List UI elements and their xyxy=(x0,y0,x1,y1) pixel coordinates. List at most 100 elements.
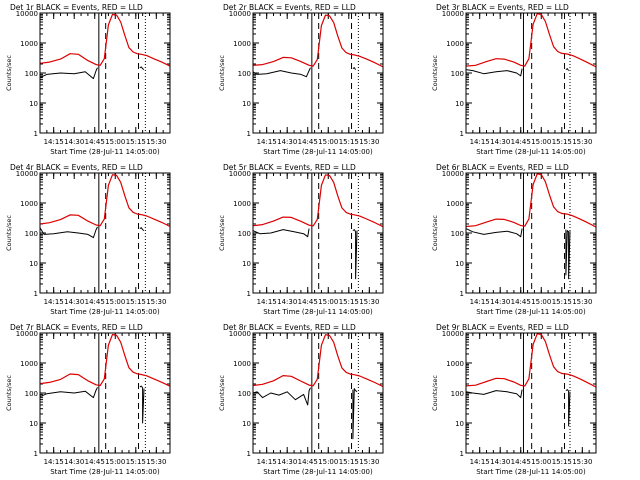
x-tick-label: 14:15 xyxy=(257,458,277,466)
x-tick-label: 14:30 xyxy=(277,298,297,306)
x-tick-label: 15:30 xyxy=(359,298,379,306)
y-axis-label: Counts/sec xyxy=(5,215,13,251)
y-axis-label: Counts/sec xyxy=(218,55,226,91)
x-tick-label: 15:15 xyxy=(126,458,146,466)
y-axis-label: Counts/sec xyxy=(431,375,439,411)
x-tick-label: 15:00 xyxy=(531,138,551,146)
y-tick-label: 10000 xyxy=(229,10,251,18)
x-tick-label: 14:30 xyxy=(64,138,84,146)
x-tick-label: 15:15 xyxy=(126,298,146,306)
y-tick-label: 10000 xyxy=(229,170,251,178)
y-tick-label: 100 xyxy=(25,230,38,238)
x-tick-label: 15:15 xyxy=(552,138,572,146)
panel-title: Det 1r BLACK = Events, RED = LLD xyxy=(10,3,143,12)
lld-series-line xyxy=(252,334,384,388)
x-tick-label: 14:30 xyxy=(490,298,510,306)
events-series-line xyxy=(139,385,145,424)
panel-title: Det 4r BLACK = Events, RED = LLD xyxy=(10,163,143,172)
events-series-line xyxy=(139,227,145,232)
panel-title: Det 6r BLACK = Events, RED = LLD xyxy=(436,163,569,172)
y-tick-label: 1000 xyxy=(446,40,464,48)
panel-title: Det 7r BLACK = Events, RED = LLD xyxy=(10,323,143,332)
x-tick-label: 14:45 xyxy=(511,298,531,306)
y-tick-label: 100 xyxy=(25,70,38,78)
x-tick-label: 14:45 xyxy=(298,458,318,466)
panel-det-9r: 1 10 100 1000 10000 14:15 14:30 14:45 15:00 15:15… xyxy=(431,323,597,476)
y-tick-label: 10000 xyxy=(229,330,251,338)
x-axis-label: Start Time (28-Jul-11 14:05:00) xyxy=(476,308,586,316)
events-series-line xyxy=(352,229,358,280)
x-tick-label: 14:45 xyxy=(511,458,531,466)
y-tick-label: 100 xyxy=(238,70,251,78)
x-tick-label: 15:15 xyxy=(339,298,359,306)
events-series-line xyxy=(139,66,145,71)
panel-det-6r: 1 10 100 1000 10000 14:15 14:30 14:45 15:00 15:15… xyxy=(431,163,597,316)
y-tick-label: 1000 xyxy=(233,360,251,368)
y-axis-label: Counts/sec xyxy=(5,55,13,91)
y-tick-label: 10 xyxy=(29,100,38,108)
y-tick-label: 1 xyxy=(460,450,464,458)
y-axis-label: Counts/sec xyxy=(5,375,13,411)
x-tick-label: 15:00 xyxy=(105,138,125,146)
x-axis-label: Start Time (28-Jul-11 14:05:00) xyxy=(50,148,160,156)
y-tick-label: 10000 xyxy=(442,330,464,338)
y-tick-label: 10000 xyxy=(442,170,464,178)
x-tick-label: 14:45 xyxy=(85,138,105,146)
x-axis-label: Start Time (28-Jul-11 14:05:00) xyxy=(263,468,373,476)
y-tick-label: 10 xyxy=(455,260,464,268)
panel-det-5r: 1 10 100 1000 10000 14:15 14:30 14:45 15:00 15:15… xyxy=(218,163,384,316)
y-tick-label: 10000 xyxy=(16,170,38,178)
lld-series-line xyxy=(465,173,597,228)
y-axis-label: Counts/sec xyxy=(431,55,439,91)
x-tick-label: 14:30 xyxy=(64,458,84,466)
panel-det-8r: 1 10 100 1000 10000 14:15 14:30 14:45 15:00 15:15… xyxy=(218,323,384,476)
lld-series-line xyxy=(39,333,171,387)
y-tick-label: 1 xyxy=(247,290,251,298)
plot-frame xyxy=(465,12,597,134)
events-series-line xyxy=(252,67,311,78)
plot-frame xyxy=(39,332,171,454)
plot-frame xyxy=(465,172,597,294)
panel-det-2r: 1 10 100 1000 10000 14:15 14:30 14:45 15:00 15:15… xyxy=(218,3,384,156)
events-series-line xyxy=(39,387,98,399)
y-tick-label: 1000 xyxy=(233,40,251,48)
y-tick-label: 100 xyxy=(238,230,251,238)
y-tick-label: 1000 xyxy=(20,360,38,368)
lld-series-line xyxy=(465,13,597,68)
x-tick-label: 15:00 xyxy=(105,298,125,306)
lld-series-line xyxy=(465,333,597,388)
y-tick-label: 10 xyxy=(242,100,251,108)
events-series-line xyxy=(39,67,98,80)
y-tick-label: 100 xyxy=(25,390,38,398)
x-tick-label: 14:15 xyxy=(257,298,277,306)
events-series-line xyxy=(565,389,571,427)
x-tick-label: 15:15 xyxy=(339,138,359,146)
x-tick-label: 15:15 xyxy=(339,458,359,466)
x-tick-label: 15:00 xyxy=(318,298,338,306)
x-tick-label: 15:30 xyxy=(572,138,592,146)
panel-title: Det 9r BLACK = Events, RED = LLD xyxy=(436,323,569,332)
y-axis-label: Counts/sec xyxy=(218,375,226,411)
x-tick-label: 14:15 xyxy=(44,458,64,466)
y-tick-label: 10 xyxy=(455,100,464,108)
events-series-line xyxy=(465,228,523,238)
x-tick-label: 15:15 xyxy=(126,138,146,146)
panel-title: Det 3r BLACK = Events, RED = LLD xyxy=(436,3,569,12)
y-tick-label: 10000 xyxy=(442,10,464,18)
plot-frame xyxy=(252,332,384,454)
x-tick-label: 15:15 xyxy=(552,458,572,466)
y-tick-label: 1000 xyxy=(233,200,251,208)
y-tick-label: 1 xyxy=(247,130,251,138)
panel-title: Det 2r BLACK = Events, RED = LLD xyxy=(223,3,356,12)
x-axis-label: Start Time (28-Jul-11 14:05:00) xyxy=(50,308,160,316)
x-tick-label: 15:00 xyxy=(318,458,338,466)
y-tick-label: 100 xyxy=(451,230,464,238)
y-tick-label: 10 xyxy=(242,260,251,268)
y-tick-label: 10 xyxy=(29,260,38,268)
x-axis-label: Start Time (28-Jul-11 14:05:00) xyxy=(263,308,373,316)
y-axis-label: Counts/sec xyxy=(431,215,439,251)
events-series-line xyxy=(565,229,571,280)
y-tick-label: 1 xyxy=(34,130,38,138)
y-tick-label: 1000 xyxy=(20,40,38,48)
